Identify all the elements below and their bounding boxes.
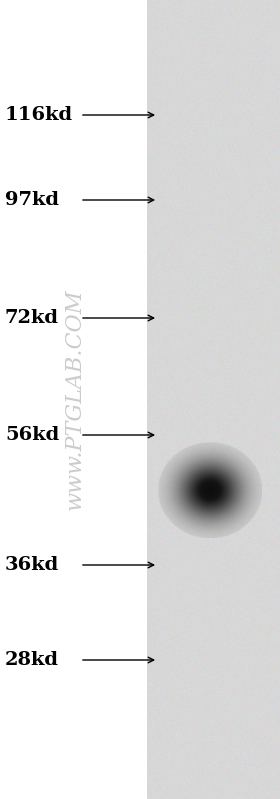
Text: 28kd: 28kd	[5, 651, 59, 669]
Text: 72kd: 72kd	[5, 309, 59, 327]
Text: www.PTGLAB.COM: www.PTGLAB.COM	[64, 288, 86, 511]
Text: 56kd: 56kd	[5, 426, 59, 444]
Text: 36kd: 36kd	[5, 556, 59, 574]
Text: 97kd: 97kd	[5, 191, 59, 209]
Text: 116kd: 116kd	[5, 106, 73, 124]
